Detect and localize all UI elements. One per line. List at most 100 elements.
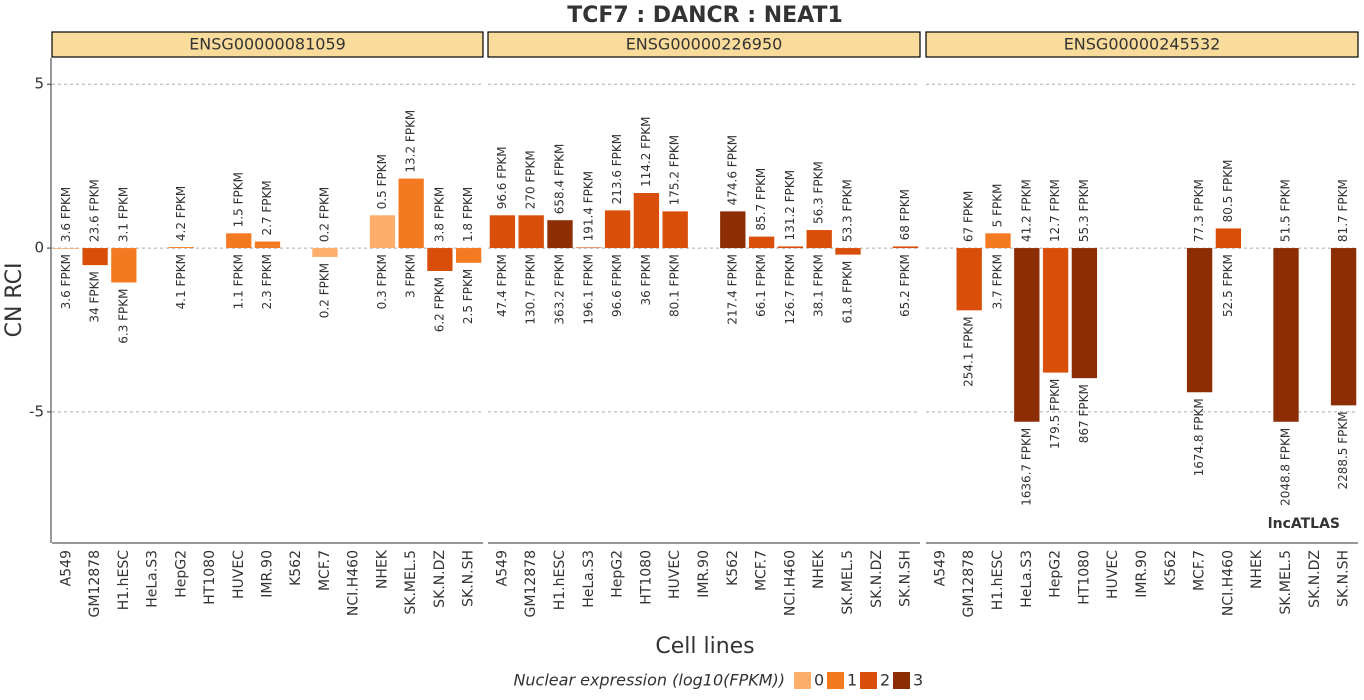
value-label-top: 23.6 FPKM	[88, 179, 102, 242]
value-label-bottom: 2048.8 FPKM	[1279, 428, 1293, 506]
value-label-bottom: 6.3 FPKM	[116, 288, 130, 343]
bar	[748, 236, 775, 249]
bar	[455, 248, 482, 263]
x-tick-label: MCF.7	[754, 550, 770, 591]
value-label-top: 114.2 FPKM	[639, 116, 653, 187]
legend-swatch	[794, 672, 811, 689]
value-label-top: 1.8 FPKM	[461, 187, 475, 242]
x-axis-title: Cell lines	[655, 634, 754, 659]
y-tick-label: 5	[34, 75, 44, 93]
value-label-top: 270 FPKM	[524, 150, 538, 209]
value-label-top: 474.6 FPKM	[725, 135, 739, 206]
legend-swatch	[893, 672, 910, 689]
value-label-bottom: 179.5 FPKM	[1048, 379, 1062, 450]
value-label-top: 131.2 FPKM	[783, 170, 797, 241]
value-label-top: 5 FPKM	[991, 184, 1005, 228]
value-label-top: 67 FPKM	[962, 191, 976, 242]
value-label-bottom: 61.8 FPKM	[841, 261, 855, 324]
x-tick-label: NHEK	[811, 549, 827, 589]
x-tick-label: HT1080	[638, 550, 654, 605]
value-label-top: 55.3 FPKM	[1077, 179, 1091, 242]
x-tick-label: A549	[58, 550, 74, 586]
legend-label: 2	[880, 671, 890, 690]
x-tick-label: NHEK	[1249, 549, 1265, 589]
legend-swatch	[827, 672, 844, 689]
x-tick-label: NCI.H460	[1220, 550, 1236, 616]
x-tick-label: NCI.H460	[782, 550, 798, 616]
value-label-bottom: 254.1 FPKM	[962, 316, 976, 387]
value-label-top: 53.3 FPKM	[841, 179, 855, 242]
bar	[168, 247, 194, 249]
value-label-bottom: 130.7 FPKM	[524, 254, 538, 325]
bar	[518, 215, 544, 249]
value-label-bottom: 1.1 FPKM	[231, 254, 245, 309]
bar	[398, 178, 424, 249]
bar	[254, 241, 281, 249]
x-tick-label: A549	[494, 550, 510, 586]
value-label-bottom: 1636.7 FPKM	[1019, 428, 1033, 506]
bar	[547, 220, 573, 249]
strip	[487, 31, 921, 58]
bar	[489, 215, 516, 249]
value-label-top: 85.7 FPKM	[754, 168, 768, 231]
strip	[925, 31, 1359, 58]
x-tick-label: GM12878	[87, 550, 103, 617]
bar	[985, 233, 1011, 249]
strip-label: ENSG00000081059	[189, 35, 346, 54]
bar	[806, 230, 832, 249]
bar	[892, 246, 919, 249]
value-label-bottom: 6.2 FPKM	[432, 277, 446, 332]
value-label-top: 3.8 FPKM	[432, 187, 446, 242]
bar	[633, 193, 660, 249]
legend-swatch	[860, 672, 877, 689]
x-tick-label: HeLa.S3	[145, 550, 161, 608]
value-label-bottom: 196.1 FPKM	[581, 254, 595, 325]
legend-title: Nuclear expression (log10(FPKM))	[513, 671, 785, 690]
x-tick-label: HepG2	[610, 550, 626, 598]
value-label-bottom: 2.3 FPKM	[260, 254, 274, 309]
bar	[111, 248, 137, 283]
x-tick-label: H1.hESC	[116, 550, 132, 610]
value-label-bottom: 1674.8 FPKM	[1192, 398, 1206, 476]
bar	[1071, 248, 1098, 379]
value-label-top: 12.7 FPKM	[1048, 179, 1062, 242]
x-tick-label: K562	[1163, 550, 1179, 586]
value-label-bottom: 363.2 FPKM	[553, 254, 567, 325]
value-label-bottom: 34 FPKM	[88, 271, 102, 322]
value-label-top: 3.6 FPKM	[59, 187, 73, 242]
x-tick-label: MCF.7	[1192, 550, 1208, 591]
value-label-top: 4.2 FPKM	[174, 186, 188, 241]
bar	[82, 248, 108, 266]
bar	[662, 211, 688, 249]
watermark: lncATLAS	[1268, 516, 1340, 532]
value-label-top: 51.5 FPKM	[1279, 179, 1293, 242]
value-label-top: 13.2 FPKM	[404, 110, 418, 173]
x-tick-label: SK.N.SH	[1336, 550, 1352, 607]
legend-label: 3	[913, 671, 923, 690]
bar	[956, 248, 982, 311]
value-label-bottom: 867 FPKM	[1077, 384, 1091, 443]
bar	[576, 247, 602, 249]
x-tick-label: HT1080	[202, 550, 218, 605]
bar	[835, 248, 861, 255]
y-tick-label: -5	[29, 402, 44, 420]
x-tick-label: SK.N.SH	[461, 550, 477, 607]
x-tick-label: H1.hESC	[552, 550, 568, 610]
value-label-top: 0.2 FPKM	[317, 187, 331, 242]
bar	[369, 215, 396, 249]
x-tick-label: SK.N.DZ	[869, 550, 885, 608]
bar	[1042, 248, 1069, 373]
x-tick-label: MCF.7	[317, 550, 333, 591]
y-tick-label: 0	[34, 239, 44, 257]
legend-label: 0	[814, 671, 824, 690]
x-tick-label: HUVEC	[667, 550, 683, 599]
bar	[1186, 248, 1213, 393]
x-tick-label: IMR.90	[260, 550, 276, 598]
value-label-bottom: 0.2 FPKM	[317, 263, 331, 318]
value-label-bottom: 47.4 FPKM	[495, 254, 509, 317]
value-label-top: 77.3 FPKM	[1192, 179, 1206, 242]
x-tick-label: SK.MEL.5	[1278, 550, 1294, 615]
strip-label: ENSG00000226950	[626, 35, 783, 54]
value-label-top: 68 FPKM	[898, 189, 912, 240]
